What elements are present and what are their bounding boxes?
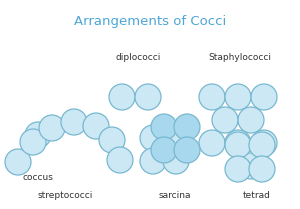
Circle shape bbox=[249, 156, 275, 182]
Circle shape bbox=[99, 127, 125, 153]
Circle shape bbox=[212, 107, 238, 133]
Circle shape bbox=[83, 113, 109, 139]
Circle shape bbox=[163, 125, 189, 151]
Circle shape bbox=[61, 109, 87, 135]
Circle shape bbox=[163, 148, 189, 174]
Circle shape bbox=[25, 122, 51, 148]
Circle shape bbox=[5, 149, 31, 175]
Circle shape bbox=[151, 114, 177, 140]
Text: coccus: coccus bbox=[22, 173, 53, 182]
Circle shape bbox=[20, 129, 46, 155]
Circle shape bbox=[199, 130, 225, 156]
Text: Staphylococci: Staphylococci bbox=[208, 54, 272, 62]
Circle shape bbox=[174, 137, 200, 163]
Circle shape bbox=[140, 125, 166, 151]
Circle shape bbox=[174, 114, 200, 140]
Text: diplococci: diplococci bbox=[115, 54, 161, 62]
Circle shape bbox=[151, 137, 177, 163]
Text: tetrad: tetrad bbox=[243, 191, 271, 200]
Circle shape bbox=[225, 130, 251, 156]
Circle shape bbox=[109, 84, 135, 110]
Circle shape bbox=[251, 84, 277, 110]
Circle shape bbox=[39, 115, 65, 141]
Text: Arrangements of Cocci: Arrangements of Cocci bbox=[74, 15, 226, 28]
Circle shape bbox=[251, 130, 277, 156]
Circle shape bbox=[225, 84, 251, 110]
Circle shape bbox=[140, 148, 166, 174]
Circle shape bbox=[199, 84, 225, 110]
Circle shape bbox=[249, 132, 275, 158]
Text: streptococci: streptococci bbox=[37, 191, 93, 200]
Text: sarcina: sarcina bbox=[159, 191, 191, 200]
Circle shape bbox=[135, 84, 161, 110]
Circle shape bbox=[225, 156, 251, 182]
Circle shape bbox=[225, 132, 251, 158]
Circle shape bbox=[238, 107, 264, 133]
Circle shape bbox=[107, 147, 133, 173]
Circle shape bbox=[238, 153, 264, 179]
